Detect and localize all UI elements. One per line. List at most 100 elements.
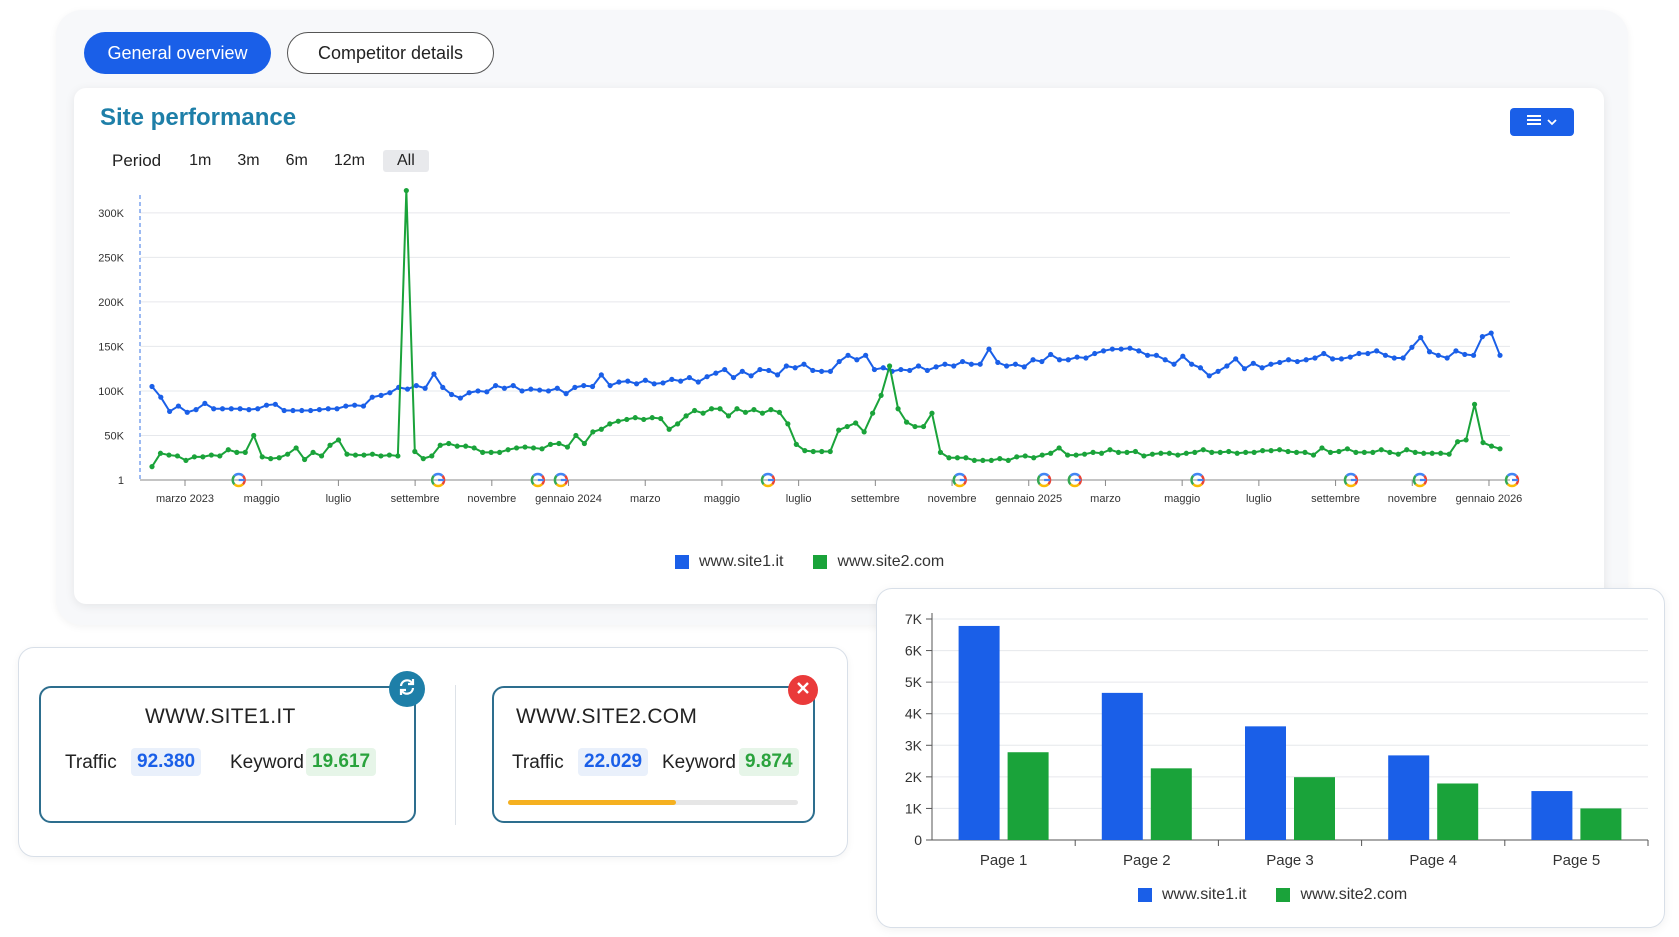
series-2-point [785,421,791,427]
google-icon-arc [760,474,765,486]
series-1-point [1285,357,1292,363]
series-1-point [387,390,393,396]
series-1-point [625,378,631,384]
series-1-point [915,363,922,369]
series-2-point [251,432,257,439]
series-1-point [440,384,446,390]
x-tick-label: settembre [851,493,900,505]
period-option-6m[interactable]: 6m [285,152,308,169]
google-icon-arc [233,483,244,488]
site1-name: WWW.SITE1.IT [145,705,296,728]
series-2-point [556,440,562,447]
period-option-all[interactable]: All [382,150,429,172]
series-1-point [977,361,983,367]
google-icon [553,472,568,488]
series-1-point [202,400,208,407]
series-2-point [386,452,392,458]
series-1-point [1312,355,1318,361]
remove-site2-button[interactable] [788,675,818,705]
x-tick-label: gennaio 2025 [995,493,1062,505]
series-2-point [174,453,181,459]
series-2-point [488,449,494,455]
series-2-point [429,453,435,459]
series-2-point [1446,451,1452,457]
series-line-1 [151,331,1501,414]
bar-site2 [1294,777,1335,840]
series-1-point [880,365,886,371]
legend-item-site1[interactable]: www.site1.it [675,553,783,571]
site2-traffic-value: 22.029 [578,748,649,776]
series-1-point [378,392,384,398]
series-2-point [1404,447,1410,453]
series-2-point [395,453,401,459]
series-1-point [554,385,560,391]
google-icon-arc [1343,474,1348,486]
google-icon-arc [433,483,444,488]
series-1-point [1004,363,1010,369]
period-label: Period [112,151,162,170]
bar-legend-item-site2[interactable]: www.site2.com [1276,886,1407,904]
period-option-3m[interactable]: 3m [237,152,260,169]
refresh-icon [397,677,417,702]
series-1-point [1074,354,1080,360]
series-1-point [995,359,1001,366]
series-1-point [1012,361,1019,367]
google-icon-arc [1192,472,1203,477]
series-1-point [730,374,737,381]
series-1-point [907,367,913,374]
series-2-point [454,443,460,449]
bar-legend-item-site1[interactable]: www.site1.it [1138,886,1246,904]
series-2-point [1005,457,1011,464]
x-tick-label: settembre [391,493,440,505]
series-2-point [471,445,477,451]
series-2-point [496,449,503,455]
series-1-point [651,381,657,387]
bar-legend-swatch-site2 [1276,888,1291,902]
legend-item-site2[interactable]: www.site2.com [813,553,944,571]
series-2-point [844,423,850,430]
series-2-point [1098,450,1105,456]
bar-legend-label-site1: www.site1.it [1162,886,1247,903]
series-2-point [988,457,994,464]
google-icon [1190,472,1205,488]
line-chart-legend: www.site1.it www.site2.com [675,553,944,571]
series-1-point [352,402,358,408]
series-2-point [1319,445,1325,451]
bar-x-tick-label: Page 2 [1123,852,1171,869]
period-option-1m[interactable]: 1m [189,152,212,169]
series-1-point [448,391,455,398]
google-icon-arc [532,472,543,477]
google-icon [1036,472,1052,488]
series-2-point [725,413,732,419]
series-2-point [1412,449,1418,455]
series-2-point [1226,448,1232,455]
site2-name: WWW.SITE2.COM [516,705,698,728]
tab-general-overview[interactable]: General overview [84,32,271,74]
series-2-point [666,426,672,432]
period-option-12m[interactable]: 12m [333,152,365,169]
series-1-point [545,388,552,394]
series-1-point [1048,351,1054,358]
site2-progress-bar [508,800,798,805]
bar-site1 [1101,692,1143,840]
refresh-button[interactable] [389,671,425,707]
google-icon-arc [952,474,957,486]
series-2-point [1421,450,1427,456]
series-2-point [463,443,469,449]
google-icon-arc [1506,483,1518,488]
series-2-point [912,423,918,430]
series-2-point [598,426,604,432]
series-1-point [1056,357,1063,363]
series-1-point [1100,348,1107,354]
x-tick-label: luglio [1246,493,1272,505]
bar-y-tick-label: 5K [905,674,923,690]
chart-menu-button[interactable] [1510,108,1574,136]
series-2-point [1065,452,1071,458]
series-2-point [352,452,359,458]
series-2-point [954,455,961,461]
series-1-point [660,380,666,386]
tab-competitor-details[interactable]: Competitor details [287,32,494,74]
series-1-point [1118,346,1124,352]
bar-site2 [1437,783,1479,840]
